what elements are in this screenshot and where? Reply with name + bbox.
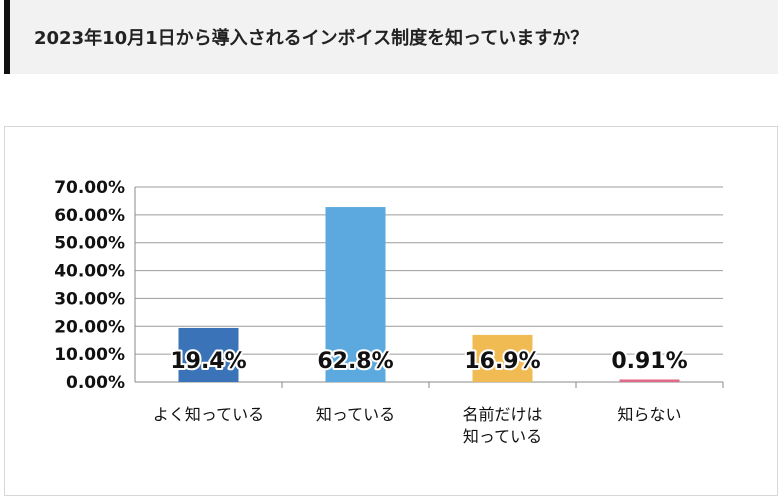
data-label: 19.4% [170,349,246,374]
y-tick-label: 30.00% [54,289,125,309]
y-tick-label: 40.00% [54,262,125,282]
y-tick-label: 70.00% [54,178,125,198]
bar [472,334,533,382]
chart-panel [4,126,778,496]
y-tick-label: 50.00% [54,234,125,254]
y-tick-label: 0.00% [66,373,125,393]
question-header: 2023年10月1日から導入されるインボイス制度を知っていますか？ [4,0,778,74]
bar [325,207,386,382]
category-label: 知らない [617,405,681,424]
bar [178,327,239,382]
category-label: 知っている [316,405,395,424]
category-label: 知っている [463,427,542,446]
bar [619,379,680,382]
data-label: 62.8% [317,349,393,374]
category-label: 名前だけは [462,405,542,424]
y-tick-label: 20.00% [54,317,125,337]
question-text: 2023年10月1日から導入されるインボイス制度を知っていますか？ [34,28,589,49]
data-label: 16.9% [464,349,540,374]
y-tick-label: 60.00% [54,206,125,226]
y-tick-label: 10.00% [54,345,125,365]
data-label: 0.91% [611,349,687,374]
category-label: よく知っている [153,405,264,424]
